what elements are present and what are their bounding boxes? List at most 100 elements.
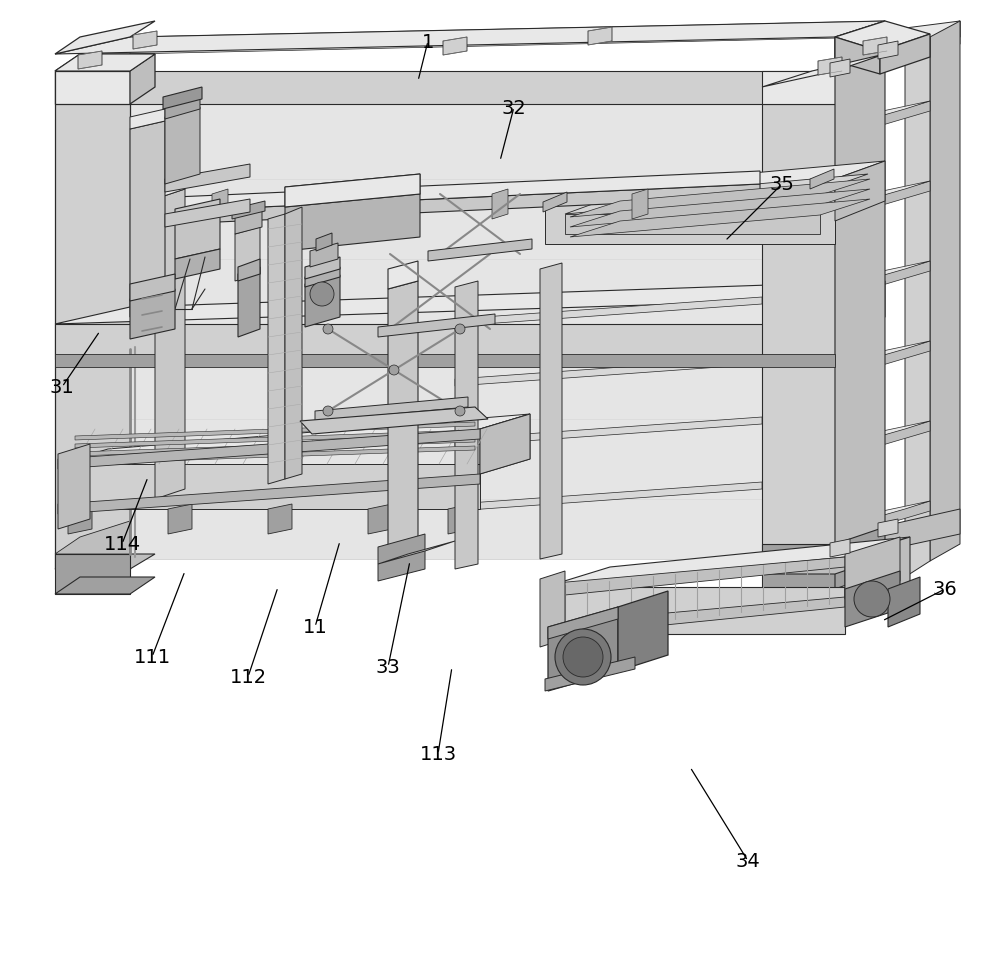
Text: 35: 35	[770, 175, 794, 194]
Polygon shape	[863, 38, 887, 56]
Polygon shape	[455, 482, 762, 512]
Polygon shape	[285, 194, 420, 252]
Polygon shape	[762, 71, 835, 105]
Polygon shape	[818, 58, 842, 76]
Polygon shape	[845, 537, 900, 599]
Polygon shape	[238, 260, 260, 282]
Text: 11: 11	[303, 618, 327, 637]
Polygon shape	[55, 578, 155, 595]
Polygon shape	[235, 210, 262, 234]
Polygon shape	[835, 501, 930, 530]
Polygon shape	[480, 415, 530, 475]
Polygon shape	[570, 200, 870, 237]
Polygon shape	[545, 558, 845, 598]
Polygon shape	[835, 102, 930, 140]
Polygon shape	[835, 22, 960, 78]
Polygon shape	[232, 202, 265, 220]
Polygon shape	[55, 325, 835, 359]
Polygon shape	[55, 355, 835, 368]
Polygon shape	[835, 341, 930, 370]
Circle shape	[854, 581, 890, 618]
Polygon shape	[310, 244, 338, 268]
Polygon shape	[545, 205, 835, 245]
Polygon shape	[548, 607, 618, 639]
Polygon shape	[845, 572, 900, 627]
Polygon shape	[130, 290, 175, 339]
Polygon shape	[285, 174, 420, 208]
Polygon shape	[480, 415, 530, 475]
Polygon shape	[492, 190, 508, 220]
Polygon shape	[835, 102, 930, 130]
Polygon shape	[285, 208, 302, 479]
Polygon shape	[130, 105, 762, 559]
Polygon shape	[55, 282, 885, 325]
Polygon shape	[305, 275, 340, 328]
Polygon shape	[455, 297, 762, 327]
Polygon shape	[830, 60, 850, 78]
Polygon shape	[368, 504, 392, 535]
Polygon shape	[133, 32, 157, 50]
Polygon shape	[835, 182, 930, 210]
Text: 34: 34	[736, 852, 760, 871]
Polygon shape	[378, 541, 455, 564]
Polygon shape	[55, 71, 835, 105]
Text: 1: 1	[422, 32, 434, 51]
Circle shape	[563, 638, 603, 678]
Polygon shape	[930, 22, 960, 561]
Text: 32: 32	[502, 98, 526, 117]
Polygon shape	[835, 162, 885, 222]
Polygon shape	[835, 421, 930, 459]
Polygon shape	[548, 607, 618, 691]
Polygon shape	[455, 417, 762, 447]
Text: 112: 112	[229, 668, 267, 687]
Polygon shape	[443, 38, 467, 56]
Polygon shape	[565, 174, 868, 214]
Polygon shape	[762, 544, 835, 589]
Polygon shape	[175, 250, 220, 280]
Polygon shape	[540, 264, 562, 559]
Polygon shape	[888, 578, 920, 627]
Polygon shape	[835, 22, 930, 52]
Polygon shape	[835, 182, 930, 220]
Polygon shape	[165, 98, 200, 120]
Polygon shape	[810, 170, 834, 190]
Polygon shape	[545, 598, 845, 638]
Polygon shape	[835, 501, 930, 539]
Polygon shape	[155, 190, 185, 499]
Polygon shape	[878, 42, 898, 60]
Circle shape	[555, 629, 611, 685]
Polygon shape	[835, 55, 885, 559]
Circle shape	[389, 366, 399, 375]
Polygon shape	[58, 464, 480, 510]
Polygon shape	[835, 421, 930, 450]
Polygon shape	[58, 430, 480, 470]
Polygon shape	[235, 228, 260, 282]
Text: 114: 114	[103, 535, 141, 554]
Polygon shape	[880, 35, 930, 75]
Polygon shape	[58, 475, 480, 515]
Polygon shape	[68, 504, 92, 535]
Polygon shape	[130, 110, 165, 130]
Polygon shape	[130, 122, 165, 317]
Polygon shape	[428, 240, 532, 262]
Polygon shape	[75, 431, 475, 449]
Polygon shape	[238, 268, 260, 337]
Polygon shape	[285, 174, 420, 208]
Text: 33: 33	[376, 658, 400, 677]
Polygon shape	[130, 274, 175, 302]
Circle shape	[455, 325, 465, 335]
Polygon shape	[830, 539, 850, 558]
Polygon shape	[632, 190, 648, 220]
Polygon shape	[845, 537, 910, 604]
Polygon shape	[300, 408, 488, 435]
Polygon shape	[55, 555, 130, 595]
Polygon shape	[835, 282, 885, 335]
Polygon shape	[835, 22, 885, 71]
Polygon shape	[455, 357, 762, 387]
Polygon shape	[75, 438, 475, 456]
Polygon shape	[570, 190, 870, 228]
Polygon shape	[835, 510, 960, 561]
Polygon shape	[78, 52, 102, 70]
Polygon shape	[545, 537, 910, 587]
Polygon shape	[545, 162, 885, 205]
